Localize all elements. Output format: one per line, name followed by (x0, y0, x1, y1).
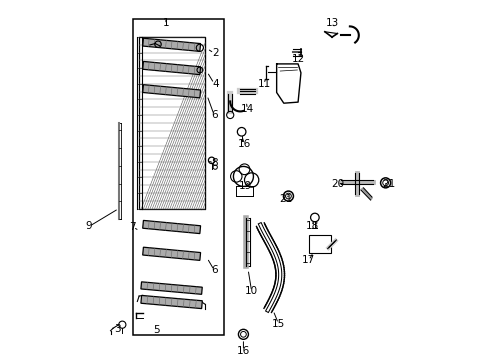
Text: 6: 6 (210, 265, 217, 275)
Polygon shape (141, 296, 202, 309)
Text: 10: 10 (244, 287, 258, 296)
Text: 3: 3 (114, 324, 121, 334)
Text: 8: 8 (210, 158, 217, 168)
Polygon shape (142, 38, 200, 51)
Text: 2: 2 (212, 48, 219, 58)
Text: 5: 5 (153, 325, 160, 335)
Text: 4: 4 (212, 78, 219, 89)
Text: 14: 14 (240, 104, 253, 114)
Polygon shape (141, 282, 202, 294)
Text: 11: 11 (257, 79, 270, 89)
Bar (139, 37, 205, 208)
Text: 7: 7 (128, 222, 135, 232)
Text: 21: 21 (278, 194, 292, 203)
Text: 15: 15 (271, 319, 285, 329)
Text: 9: 9 (85, 221, 92, 231)
Text: 19: 19 (238, 181, 251, 192)
Text: 16: 16 (237, 139, 251, 149)
Polygon shape (142, 85, 200, 98)
Text: 12: 12 (291, 54, 304, 64)
Text: 16: 16 (236, 346, 249, 356)
Bar (133, 19, 224, 336)
Text: 17: 17 (302, 255, 315, 265)
Polygon shape (142, 220, 200, 234)
Polygon shape (142, 247, 200, 260)
Text: 1: 1 (163, 18, 169, 28)
Text: 6: 6 (210, 110, 217, 120)
Text: 18: 18 (305, 221, 318, 231)
Text: 21: 21 (382, 179, 395, 189)
Text: 20: 20 (330, 179, 343, 189)
Text: 13: 13 (325, 18, 338, 28)
Polygon shape (142, 62, 200, 75)
Bar (308, 235, 330, 253)
